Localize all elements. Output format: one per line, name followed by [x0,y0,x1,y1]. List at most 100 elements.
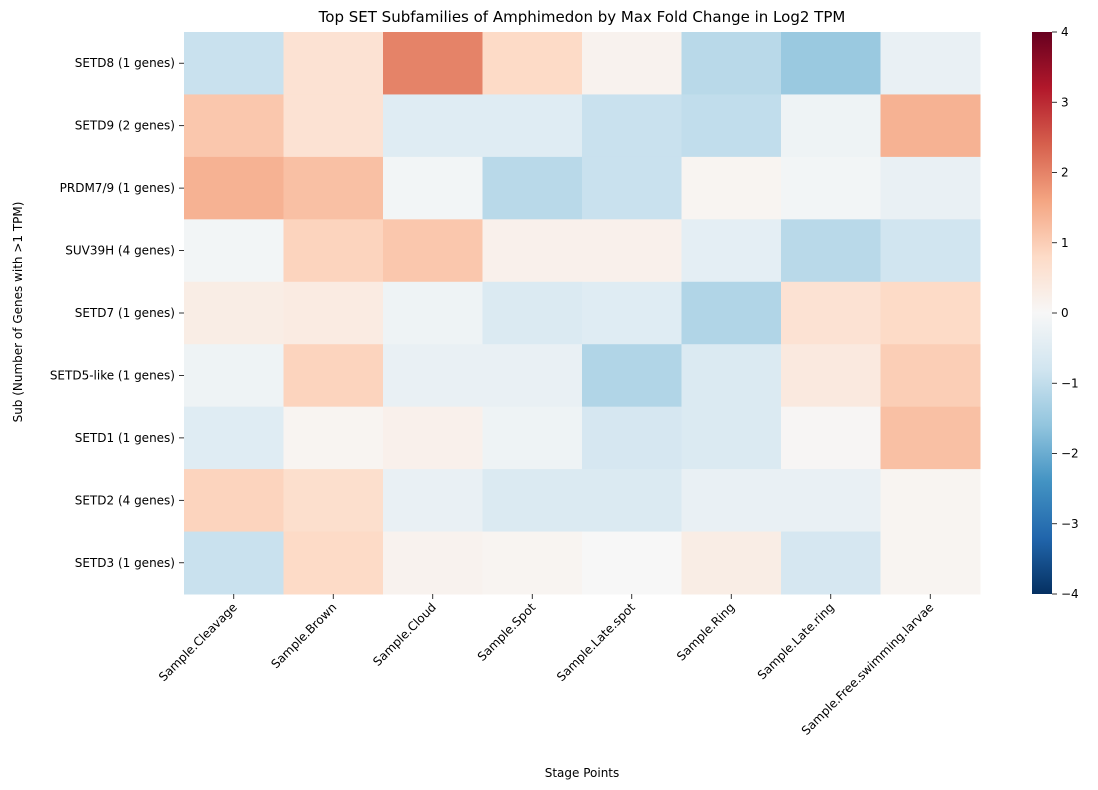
heatmap-cell [283,94,384,158]
heatmap-cell [184,32,284,95]
heatmap-cell [184,156,284,220]
heatmap-cell [880,156,981,220]
heatmap-cell [383,156,483,220]
column-labels: Sample.Cleavage Sample.Brown Sample.Cloud S… [156,594,936,738]
heatmap-cell [781,406,881,470]
heatmap-cell [582,469,682,533]
column-label: Sample.Cleavage [156,600,240,684]
heatmap-cell [582,344,682,408]
heatmap-cell [582,531,682,595]
column-label: Sample.Spot [475,600,539,664]
row-label: SETD3 (1 genes) [75,556,175,570]
heatmap-cell [781,531,881,595]
heatmap-cell [283,406,384,470]
heatmap-cell [880,219,981,283]
row-label: SETD9 (2 genes) [75,119,175,133]
row-labels: SETD8 (1 genes) SETD9 (2 genes) PRDM7/9 (1… [50,56,184,570]
heatmap-cell [283,469,384,533]
heatmap-cell [582,219,682,283]
heatmap-cell [681,94,782,158]
colorbar-ticks: 4 3 2 1 0 −1 −2 −3 −4 [1052,25,1079,601]
heatmap-cell [681,219,782,283]
heatmap-cell [482,469,583,533]
column-label: Sample.Brown [268,600,339,671]
heatmap-cell [283,32,384,95]
heatmap-cell [482,281,583,345]
heatmap-cell [184,406,284,470]
chart-title: Top SET Subfamilies of Amphimedon by Max… [318,8,846,26]
heatmap-cell [383,344,483,408]
heatmap-cell [880,94,981,158]
heatmap-cell [582,281,682,345]
colorbar-tick-label: −3 [1061,517,1079,531]
column-label: Sample.Late.spot [554,600,638,684]
heatmap-cell [880,344,981,408]
heatmap-cell [184,281,284,345]
heatmap-cell [681,406,782,470]
heatmap-cell [283,531,384,595]
heatmap-cell [681,344,782,408]
row-label: SUV39H (4 genes) [65,244,175,258]
heatmap-cell [383,219,483,283]
colorbar-tick-label: 1 [1061,236,1069,250]
heatmap-cell [383,281,483,345]
heatmap-cell [781,219,881,283]
colorbar-tick-label: −1 [1061,376,1079,390]
colorbar-tick-label: 3 [1061,95,1069,109]
heatmap-cell [681,531,782,595]
y-axis-label: Sub (Number of Genes with >1 TPM) [11,202,25,423]
heatmap-cell [880,469,981,533]
heatmap-cell [880,281,981,345]
colorbar-tick-label: 0 [1061,306,1069,320]
column-label: Sample.Cloud [370,600,439,669]
colorbar-tick-label: 4 [1061,25,1069,39]
heatmap-cell [781,281,881,345]
row-label: PRDM7/9 (1 genes) [60,181,175,195]
heatmap-cell [482,32,583,95]
heatmap-cell [781,344,881,408]
heatmap-cell [781,156,881,220]
heatmap-cell [681,281,782,345]
heatmap-cell [781,94,881,158]
x-axis-label: Stage Points [545,766,620,780]
heatmap-cell [383,469,483,533]
heatmap-cell [283,219,384,283]
heatmap-cell [383,32,483,95]
heatmap-cell [383,406,483,470]
heatmap-cell [880,406,981,470]
heatmap-cell [781,469,881,533]
heatmap-cell [482,219,583,283]
heatmap-cell [482,344,583,408]
heatmap-cells [184,32,981,595]
heatmap-cell [482,406,583,470]
row-label: SETD5-like (1 genes) [50,368,175,382]
heatmap-cell [681,32,782,95]
heatmap-cell [184,344,284,408]
heatmap-cell [184,531,284,595]
colorbar-tick-label: −2 [1061,447,1079,461]
heatmap-cell [283,281,384,345]
heatmap-cell [482,531,583,595]
heatmap-cell [880,32,981,95]
colorbar [1032,32,1052,594]
heatmap-cell [482,156,583,220]
colorbar-tick-label: 2 [1061,166,1069,180]
heatmap-cell [582,406,682,470]
heatmap-cell [283,156,384,220]
heatmap-cell [283,344,384,408]
heatmap-cell [184,219,284,283]
row-label: SETD8 (1 genes) [75,56,175,70]
heatmap-cell [482,94,583,158]
row-label: SETD7 (1 genes) [75,306,175,320]
heatmap-cell [582,156,682,220]
row-label: SETD2 (4 genes) [75,493,175,507]
heatmap-cell [184,469,284,533]
heatmap-cell [383,531,483,595]
heatmap-cell [880,531,981,595]
column-label: Sample.Ring [674,600,737,663]
heatmap-cell [681,156,782,220]
heatmap-cell [582,94,682,158]
heatmap-cell [582,32,682,95]
heatmap-cell [383,94,483,158]
